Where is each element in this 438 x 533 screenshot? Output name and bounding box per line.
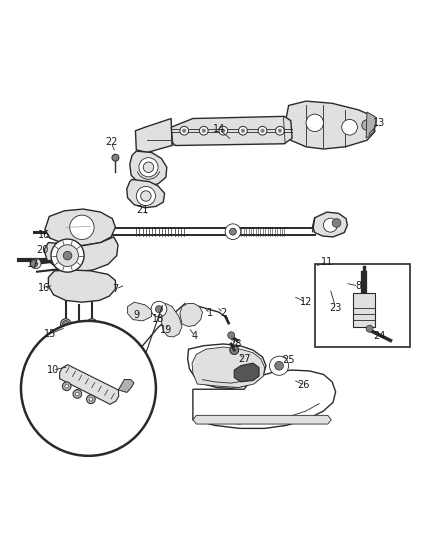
- Polygon shape: [234, 363, 259, 382]
- Text: 21: 21: [137, 205, 149, 215]
- Circle shape: [51, 239, 84, 272]
- Text: 14: 14: [213, 124, 225, 134]
- Circle shape: [323, 218, 337, 232]
- Circle shape: [342, 119, 357, 135]
- Circle shape: [261, 129, 264, 133]
- Polygon shape: [48, 270, 116, 302]
- Circle shape: [276, 126, 284, 135]
- Polygon shape: [193, 370, 336, 429]
- Text: 13: 13: [373, 118, 385, 128]
- Circle shape: [199, 126, 208, 135]
- Circle shape: [155, 305, 162, 313]
- Polygon shape: [118, 379, 134, 392]
- Polygon shape: [353, 293, 375, 327]
- Polygon shape: [127, 302, 152, 321]
- Text: 18: 18: [152, 314, 164, 324]
- Text: 15: 15: [44, 329, 57, 339]
- Circle shape: [75, 323, 82, 330]
- Circle shape: [89, 398, 92, 401]
- Circle shape: [88, 320, 95, 327]
- Circle shape: [76, 392, 79, 395]
- Circle shape: [65, 384, 68, 388]
- Polygon shape: [313, 212, 347, 237]
- Circle shape: [31, 261, 38, 268]
- Text: 26: 26: [298, 380, 310, 390]
- Circle shape: [241, 129, 245, 133]
- Polygon shape: [192, 347, 265, 387]
- Circle shape: [31, 258, 41, 269]
- Circle shape: [222, 129, 225, 133]
- Polygon shape: [135, 118, 172, 152]
- Circle shape: [63, 251, 72, 260]
- Circle shape: [183, 129, 186, 133]
- Circle shape: [306, 114, 323, 132]
- Circle shape: [87, 395, 95, 403]
- Polygon shape: [130, 151, 167, 186]
- Polygon shape: [366, 112, 377, 138]
- Circle shape: [141, 191, 151, 201]
- Polygon shape: [187, 344, 266, 389]
- Circle shape: [62, 382, 71, 391]
- Circle shape: [151, 301, 167, 317]
- Circle shape: [74, 321, 84, 332]
- Polygon shape: [127, 180, 165, 208]
- Polygon shape: [60, 365, 119, 405]
- Text: 12: 12: [300, 297, 312, 307]
- Text: 22: 22: [105, 138, 117, 148]
- Text: 20: 20: [36, 245, 49, 255]
- Text: 7: 7: [112, 284, 119, 294]
- Circle shape: [258, 126, 267, 135]
- Circle shape: [239, 126, 247, 135]
- Polygon shape: [162, 303, 182, 337]
- Circle shape: [225, 224, 241, 239]
- Circle shape: [57, 245, 78, 266]
- Text: 16: 16: [38, 230, 50, 240]
- Text: 28: 28: [230, 339, 242, 349]
- Circle shape: [202, 129, 205, 133]
- Text: 24: 24: [373, 331, 385, 341]
- Circle shape: [269, 356, 289, 375]
- Polygon shape: [45, 209, 116, 246]
- Circle shape: [180, 126, 188, 135]
- Polygon shape: [44, 237, 118, 272]
- Circle shape: [60, 319, 71, 329]
- Circle shape: [230, 346, 239, 354]
- Circle shape: [219, 126, 228, 135]
- Circle shape: [21, 321, 156, 456]
- Text: 4: 4: [192, 331, 198, 341]
- Text: 27: 27: [238, 354, 251, 364]
- Circle shape: [362, 120, 372, 130]
- Text: 16: 16: [38, 283, 50, 293]
- Circle shape: [230, 228, 237, 235]
- Circle shape: [62, 320, 69, 327]
- Circle shape: [87, 319, 97, 329]
- Text: 11: 11: [321, 257, 333, 267]
- Text: 25: 25: [283, 355, 295, 365]
- Bar: [315, 264, 410, 347]
- Circle shape: [366, 325, 373, 332]
- Text: 1: 1: [207, 308, 213, 318]
- Polygon shape: [284, 101, 375, 149]
- Circle shape: [139, 158, 158, 177]
- Text: 9: 9: [133, 310, 139, 320]
- Circle shape: [278, 129, 282, 133]
- Polygon shape: [193, 415, 331, 424]
- Text: 17: 17: [27, 260, 39, 269]
- Text: 23: 23: [329, 303, 342, 313]
- Polygon shape: [167, 116, 292, 146]
- Polygon shape: [180, 303, 202, 327]
- Text: 8: 8: [355, 281, 361, 291]
- Circle shape: [136, 187, 155, 206]
- Circle shape: [228, 332, 235, 339]
- Circle shape: [73, 390, 82, 398]
- Circle shape: [143, 162, 154, 173]
- Circle shape: [275, 361, 283, 370]
- Circle shape: [332, 219, 341, 228]
- Circle shape: [70, 215, 94, 239]
- Text: 2: 2: [220, 308, 226, 318]
- Text: 19: 19: [160, 325, 172, 335]
- Circle shape: [112, 154, 119, 161]
- Text: 10: 10: [46, 365, 59, 375]
